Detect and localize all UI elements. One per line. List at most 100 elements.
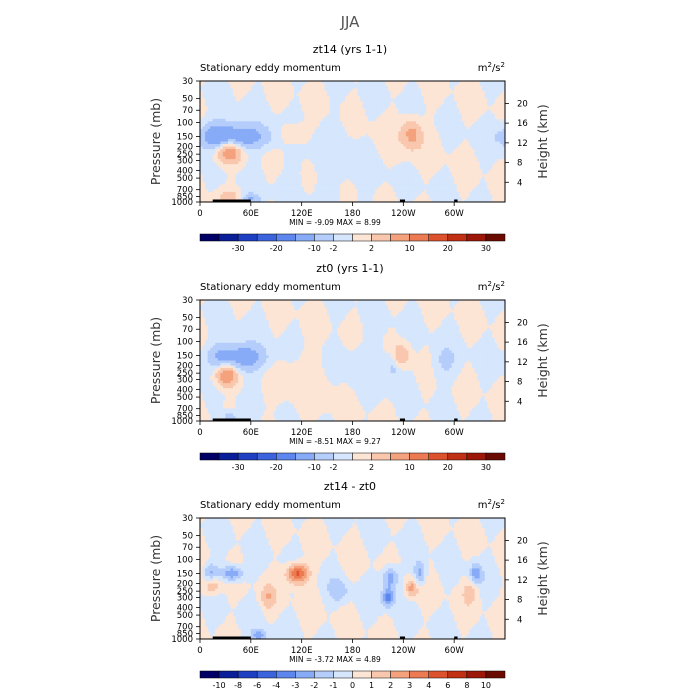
heatmap-cell [342, 136, 346, 140]
heatmap-cell [375, 151, 379, 155]
heatmap-cell [494, 141, 498, 145]
heatmap-cell [309, 149, 313, 152]
heatmap-cell [395, 106, 399, 110]
heatmap-cell [238, 133, 242, 137]
heatmap-cell [438, 154, 442, 158]
heatmap-cell [273, 103, 277, 107]
heatmap-cell [283, 123, 287, 127]
heatmap-cell [403, 166, 407, 170]
heatmap-cell [332, 116, 336, 120]
heatmap-cell [337, 159, 341, 163]
heatmap-cell [250, 146, 254, 150]
heatmap-cell [428, 169, 432, 173]
heatmap-cell [375, 131, 379, 135]
heatmap-cell [273, 156, 277, 160]
heatmap-cell [499, 93, 503, 97]
heatmap-cell [253, 136, 257, 140]
heatmap-cell [408, 91, 412, 94]
heatmap-cell [449, 176, 453, 180]
heatmap-cell [233, 86, 236, 89]
heatmap-cell [372, 111, 376, 115]
heatmap-cell [250, 161, 254, 165]
heatmap-cell [202, 151, 206, 155]
heatmap-cells [200, 81, 506, 203]
heatmap-cell [441, 83, 445, 87]
heatmap-cell [482, 116, 486, 120]
heatmap-cell [261, 166, 264, 170]
heatmap-cell [319, 116, 323, 120]
heatmap-cell [322, 126, 325, 130]
heatmap-cell [202, 144, 206, 147]
heatmap-cell [212, 179, 216, 183]
heatmap-cell [304, 144, 308, 147]
heatmap-cell [288, 181, 292, 185]
heatmap-cell [225, 149, 229, 152]
heatmap-cell [344, 141, 348, 145]
heatmap-cell [367, 138, 371, 142]
heatmap-cell [299, 171, 303, 175]
heatmap-cell [421, 136, 425, 140]
heatmap-cell [469, 133, 473, 137]
heatmap-cell [489, 156, 493, 160]
heatmap-cell [487, 159, 491, 163]
heatmap-cell [212, 174, 216, 178]
heatmap-cell [238, 146, 242, 150]
heatmap-cell [405, 154, 409, 158]
heatmap-cell [403, 103, 407, 107]
heatmap-cell [459, 179, 463, 183]
heatmap-cell [482, 121, 486, 125]
heatmap-cell [398, 108, 402, 112]
heatmap-cell [212, 106, 216, 110]
heatmap-cell [380, 169, 384, 173]
heatmap-cell [220, 184, 224, 188]
heatmap-cell [499, 154, 503, 158]
heatmap-cell [207, 174, 211, 178]
heatmap-cell [484, 133, 488, 137]
heatmap-cell [421, 164, 425, 168]
heatmap-cell [215, 101, 219, 105]
heatmap-cell [210, 93, 214, 97]
heatmap-cell [433, 141, 437, 145]
heatmap-cell [357, 149, 361, 152]
heatmap-cell [329, 164, 333, 168]
heatmap-cell [441, 113, 445, 117]
heatmap-cell [296, 176, 300, 180]
heatmap-cell [263, 176, 267, 180]
heatmap-cell [261, 149, 264, 152]
heatmap-cell [464, 83, 468, 87]
heatmap-cell [398, 138, 402, 142]
heatmap-cell [309, 126, 313, 130]
heatmap-cell [273, 154, 277, 158]
heatmap-cell [243, 118, 247, 122]
heatmap-cell [306, 144, 310, 147]
heatmap-cell [344, 111, 348, 115]
heatmap-cell [278, 151, 282, 155]
heatmap-cell [291, 171, 295, 175]
heatmap-cell [258, 128, 262, 132]
heatmap-cell [258, 174, 262, 178]
heatmap-cell [502, 123, 506, 127]
heatmap-cell [263, 156, 267, 160]
heatmap-cell [482, 179, 486, 183]
heatmap-cell [332, 131, 336, 135]
heatmap-cell [454, 174, 458, 178]
heatmap-cell [449, 174, 453, 178]
heatmap-cell [329, 184, 333, 188]
heatmap-cell [444, 121, 447, 125]
heatmap-cell [316, 91, 320, 94]
heatmap-cell [273, 131, 277, 135]
heatmap-cell [238, 159, 242, 163]
heatmap-cell [377, 156, 381, 160]
heatmap-cell [349, 146, 353, 150]
heatmap-cell [413, 116, 417, 120]
heatmap-cell [383, 171, 386, 175]
heatmap-cell [240, 103, 244, 107]
heatmap-cell [474, 166, 478, 170]
heatmap-cell [332, 179, 336, 183]
heatmap-cell [311, 96, 315, 100]
heatmap-cell [207, 113, 211, 117]
heatmap-cell [398, 151, 402, 155]
heatmap-cell [294, 111, 297, 115]
heatmap-cell [227, 166, 231, 170]
heatmap-cell [438, 108, 442, 112]
